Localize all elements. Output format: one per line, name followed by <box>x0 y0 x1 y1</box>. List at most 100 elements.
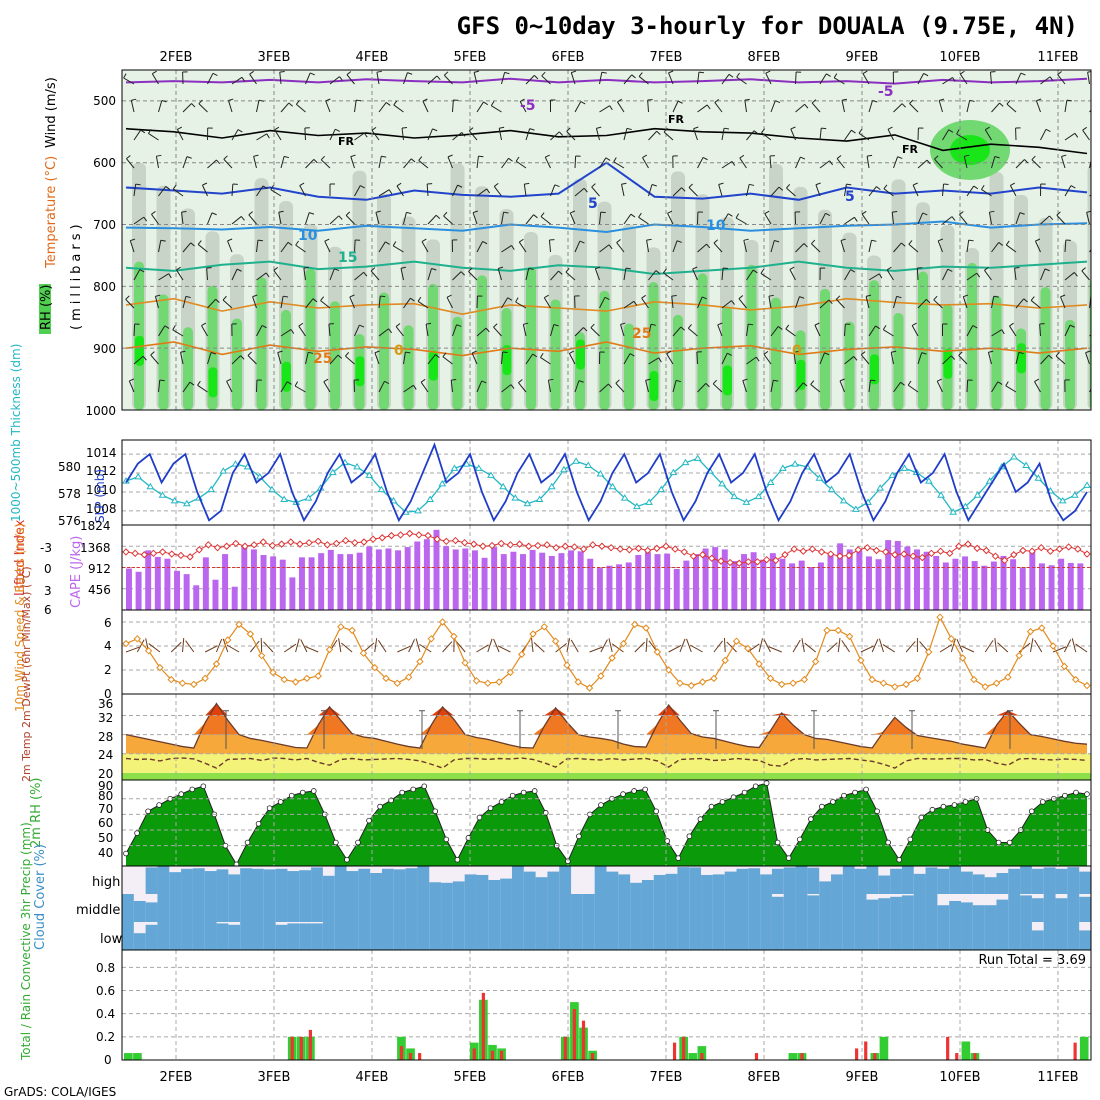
thickness-point <box>365 471 374 478</box>
cloud-low-bar <box>535 922 548 950</box>
rh-plume-moist <box>746 264 757 410</box>
cloud-middle-bar <box>937 905 950 922</box>
wind-barb-flag <box>540 352 544 358</box>
wind-barb <box>329 215 340 225</box>
cape-bar <box>433 529 440 610</box>
li-point <box>222 542 231 550</box>
wind-barb-flag <box>385 241 390 245</box>
cape-bar <box>529 549 536 610</box>
wind-tick: 6 <box>104 616 112 630</box>
wind-barb-flag <box>923 72 929 77</box>
surface-wind-barb <box>487 638 493 653</box>
wind-barb <box>887 129 894 141</box>
wind-barb <box>303 268 306 281</box>
surface-wind-barb <box>984 640 994 653</box>
cloud-high-bar <box>783 867 797 894</box>
cloud-middle-bar <box>1055 898 1068 922</box>
wind-barb <box>672 187 682 197</box>
wind-barb <box>785 328 796 337</box>
wind-barb <box>917 352 923 365</box>
date-label-top: 11FEB <box>1037 50 1078 65</box>
wind-speed-point <box>766 674 775 683</box>
wind-barb-flag <box>1009 322 1014 327</box>
wind-barb-flag <box>473 70 480 73</box>
thickness-point <box>620 494 629 501</box>
li-line <box>125 532 1088 564</box>
li-point <box>781 551 789 559</box>
li-point <box>140 551 149 559</box>
wind-barb-flag <box>185 295 191 299</box>
wind-speed-point <box>1038 624 1046 632</box>
li-point <box>396 531 405 539</box>
wind-barb-flag <box>989 210 995 213</box>
cloud-high-bar <box>476 874 489 894</box>
cloud-middle-bar <box>736 894 749 922</box>
wind-barb <box>1064 132 1076 141</box>
cloud-low-bar <box>311 923 324 950</box>
cloud-high-bar <box>606 871 619 894</box>
surface-wind-barb <box>295 638 300 653</box>
wind-barb <box>172 329 184 337</box>
surface-wind-barb <box>204 645 218 653</box>
rh-point <box>819 803 825 810</box>
wind-barb-flag <box>950 355 956 360</box>
cape-bar <box>385 548 392 610</box>
wind-barb-flag <box>680 326 685 331</box>
wind-barb <box>158 186 167 197</box>
wind-barb-flag <box>457 184 463 188</box>
li-point <box>1037 543 1045 552</box>
wind-barb-flag <box>548 378 554 381</box>
wind-barb <box>452 132 463 141</box>
wind-barb <box>125 299 135 309</box>
wind-barb-flag <box>731 300 735 305</box>
rh-point <box>719 799 726 805</box>
rh-point <box>299 789 306 796</box>
surface-wind-barb <box>634 641 646 653</box>
thickness-point <box>730 492 739 500</box>
wind-barb <box>1005 244 1017 253</box>
cloud-low-bar <box>1079 930 1092 950</box>
wind-barb <box>515 301 527 309</box>
cape-bar <box>471 550 478 610</box>
wind-barb-flag <box>713 239 719 244</box>
wind-barb-flag <box>897 156 903 159</box>
thickness-point <box>876 484 885 491</box>
wind-barb <box>354 185 361 197</box>
wind-barb-flag <box>503 211 509 214</box>
wind-barb <box>860 354 870 365</box>
cloud-low-bar <box>854 922 867 950</box>
wind-barb <box>525 214 534 225</box>
cape-bar <box>683 560 690 610</box>
cloud-low-bar <box>334 922 348 950</box>
wind-barb <box>786 187 796 197</box>
wind-barb <box>181 212 184 225</box>
wind-barb-flag <box>388 189 393 195</box>
cloud-middle-bar <box>819 894 832 922</box>
wind-barb-flag <box>456 324 462 327</box>
wind-barb-flag <box>723 127 730 130</box>
cloud-middle-bar <box>204 894 218 922</box>
wind-barb <box>599 383 609 393</box>
wind-barb <box>789 269 796 281</box>
li-tick: 6 <box>44 603 52 617</box>
wind-barb <box>886 269 894 281</box>
wind-barb <box>473 72 478 85</box>
wind-barb <box>133 323 136 337</box>
li-point <box>515 540 524 548</box>
wind-barb <box>621 184 625 197</box>
wind-barb <box>278 212 282 225</box>
wind-barb-flag <box>755 356 760 362</box>
wind-barb-flag <box>793 350 800 353</box>
cloud-high-bar <box>890 868 903 894</box>
precip-convective-bar <box>299 1036 303 1060</box>
wind-barb <box>991 156 996 169</box>
wind-barb <box>1086 212 1090 225</box>
cape-bar <box>971 561 978 610</box>
wind-barb <box>991 242 1000 253</box>
wind-barb <box>815 184 821 197</box>
wind-barb-flag <box>279 71 285 73</box>
top-date-axis: 2FEB 3FEB 4FEB 5FEB 6FEB 7FEB 8FEB 9FEB … <box>160 50 1079 65</box>
li-point <box>433 535 441 543</box>
cloud-low-bar <box>192 922 206 950</box>
wind-barb-flag <box>406 211 412 215</box>
